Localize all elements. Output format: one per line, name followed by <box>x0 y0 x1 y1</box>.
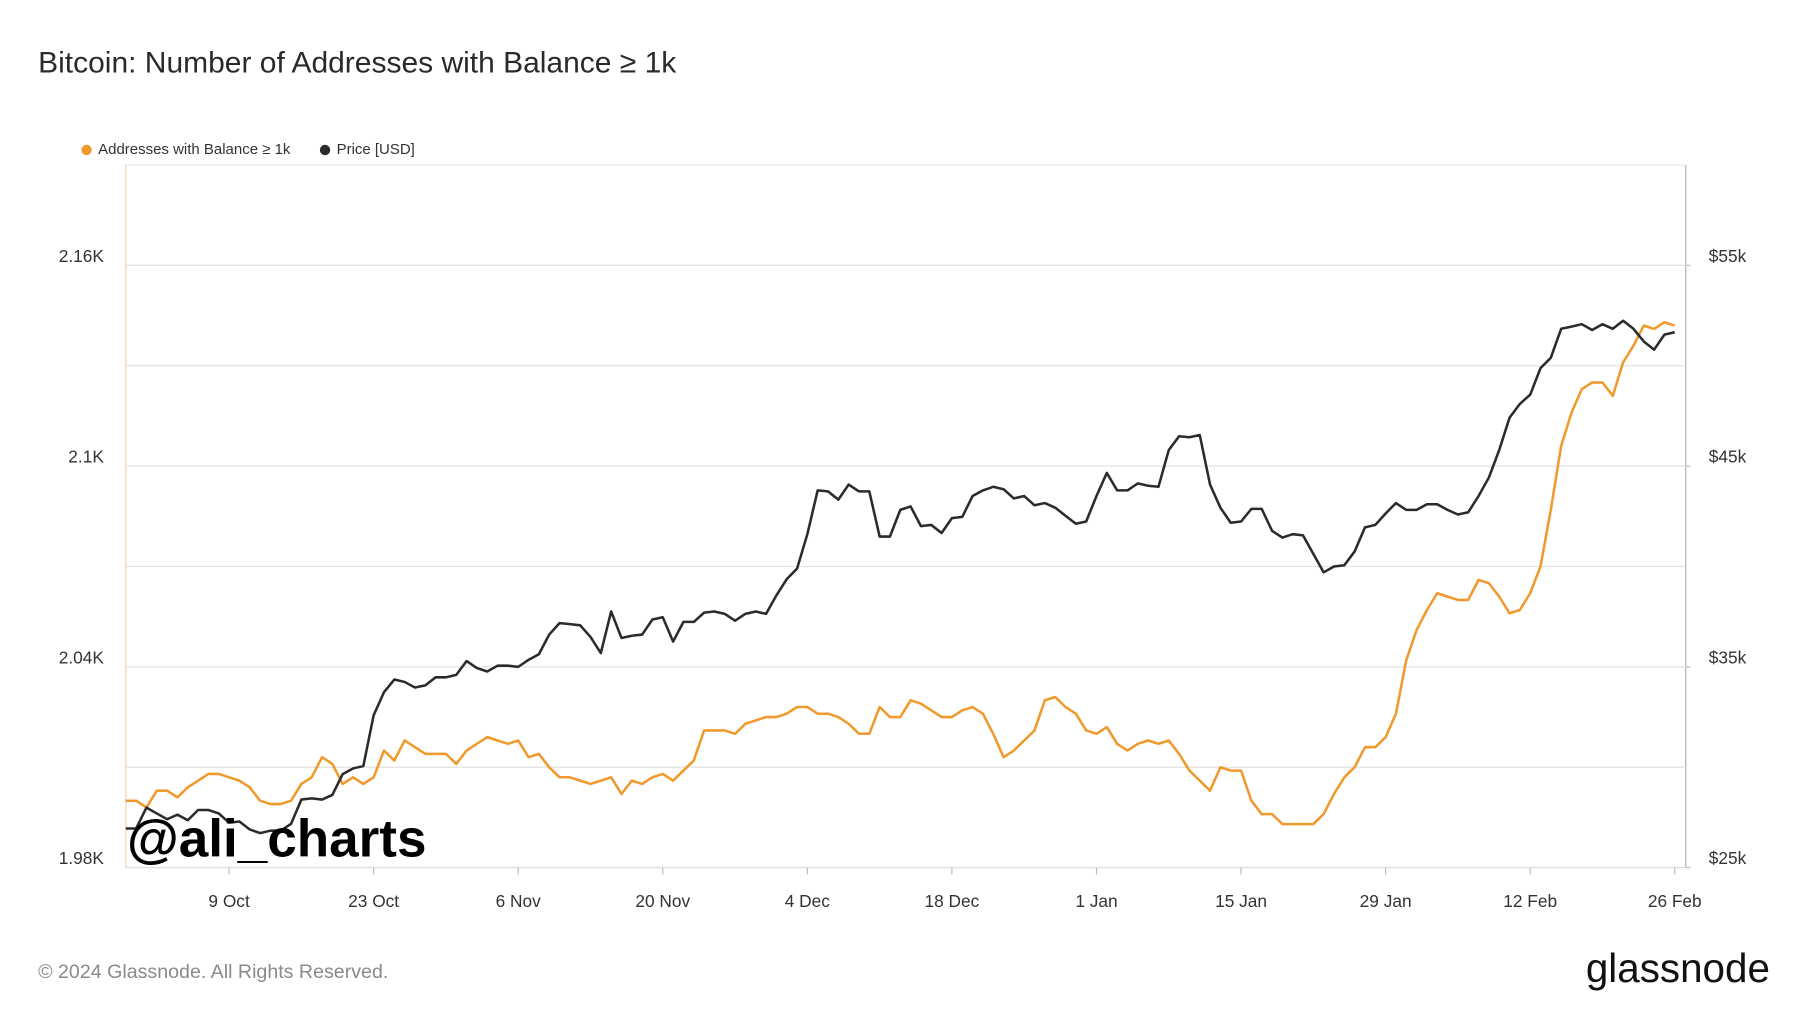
x-tick-label: 29 Jan <box>1360 891 1412 911</box>
x-tick-label: 12 Feb <box>1503 891 1557 911</box>
footer: © 2024 Glassnode. All Rights Reserved. <box>38 961 388 983</box>
x-tick-label: 26 Feb <box>1648 891 1702 911</box>
y2-tick-label: $45k <box>1709 447 1747 467</box>
x-tick-label: 20 Nov <box>635 891 690 911</box>
x-tick-label: 23 Oct <box>348 891 399 911</box>
x-tick-label: 9 Oct <box>208 891 250 911</box>
chart-title: Bitcoin: Number of Addresses with Balanc… <box>38 47 677 80</box>
y-tick-label: 1.98K <box>59 848 105 868</box>
legend-label: Addresses with Balance ≥ 1k <box>98 141 291 158</box>
x-tick-label: 6 Nov <box>496 891 542 911</box>
series-line <box>125 320 1676 826</box>
logo: glassnode <box>1586 945 1770 991</box>
legend-marker <box>81 144 92 156</box>
y-tick-label: 2.16K <box>59 246 105 266</box>
y-tick-label: 2.04K <box>59 647 105 667</box>
legend-label: Price [USD] <box>337 141 415 158</box>
y2-tick-label: $55k <box>1709 246 1747 266</box>
x-tick-label: 18 Dec <box>925 891 980 911</box>
x-tick-label: 4 Dec <box>785 891 831 911</box>
x-tick-label: 1 Jan <box>1075 891 1117 911</box>
x-tick-label: 15 Jan <box>1215 891 1267 911</box>
y-tick-label: 2.1K <box>68 447 104 467</box>
series-line <box>125 319 1676 835</box>
y2-tick-label: $35k <box>1709 647 1747 667</box>
legend-marker <box>319 144 331 156</box>
y2-tick-label: $25k <box>1709 848 1747 868</box>
watermark: @ali_charts <box>127 809 427 868</box>
